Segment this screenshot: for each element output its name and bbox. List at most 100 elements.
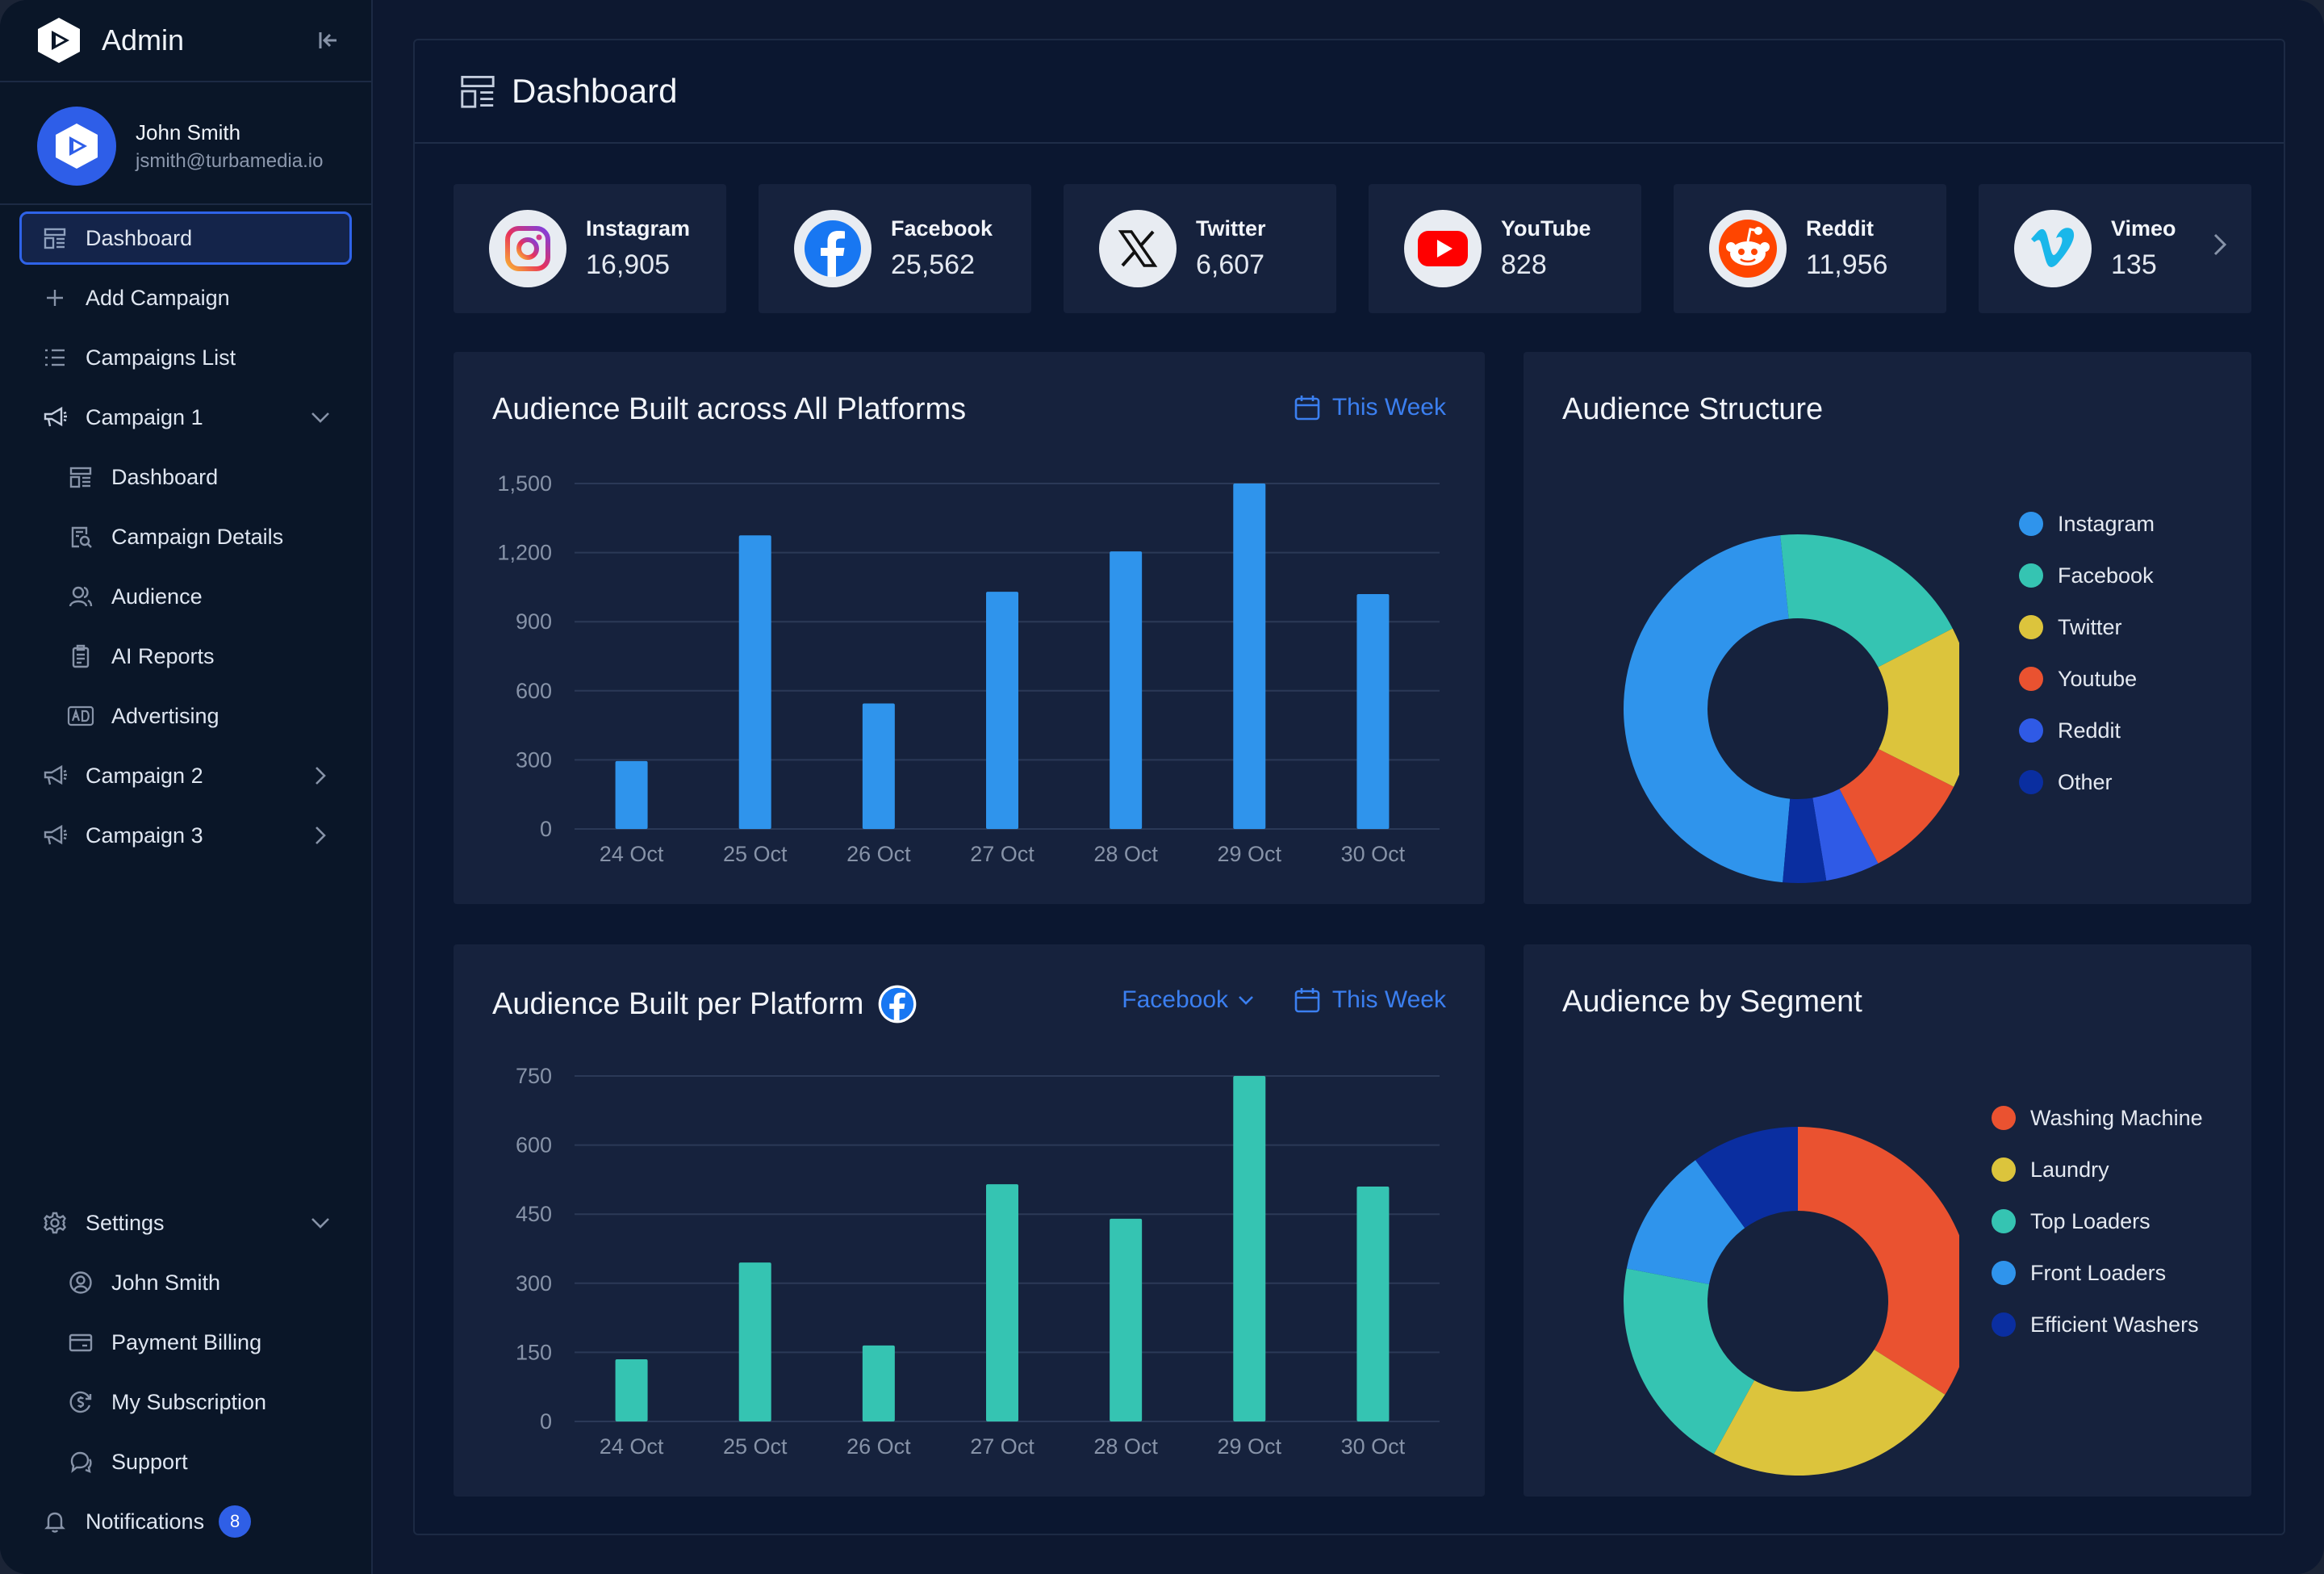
stat-value: 828	[1501, 249, 1547, 280]
this-week-filter[interactable]: This Week	[1294, 986, 1446, 1014]
credit-card-icon	[65, 1326, 97, 1358]
bar[interactable]	[738, 1262, 771, 1421]
brand-name: Admin	[102, 23, 185, 57]
user-email: jsmith@turbamedia.io	[136, 149, 324, 172]
sidebar-item-notifications[interactable]: Notifications 8	[19, 1495, 352, 1548]
sidebar-item-audience[interactable]: Audience	[19, 570, 352, 623]
legend-item: Top Loaders	[1992, 1209, 2203, 1233]
chevron-right-icon[interactable]	[2213, 232, 2227, 264]
main-panel: Dashboard Instagram 16,905 Fac	[413, 39, 2285, 1535]
legend-item: Washing Machine	[1992, 1106, 2203, 1130]
bar[interactable]	[1233, 1076, 1266, 1421]
legend-label: Laundry	[2030, 1157, 2109, 1182]
subscription-icon	[65, 1386, 97, 1418]
stat-card-instagram[interactable]: Instagram 16,905	[454, 184, 726, 313]
legend-label: Top Loaders	[2030, 1208, 2151, 1233]
legend-item: Instagram	[2019, 512, 2155, 536]
user-profile[interactable]: John Smith jsmith@turbamedia.io	[37, 107, 323, 186]
donut-slice[interactable]	[1626, 1160, 1745, 1285]
y-tick-label: 900	[516, 609, 552, 634]
donut-slice[interactable]	[1624, 1268, 1755, 1455]
bar[interactable]	[862, 1345, 895, 1421]
legend-swatch	[2019, 512, 2043, 536]
x-tick-label: 26 Oct	[846, 842, 911, 866]
donut-chart-audience-segment	[1624, 1127, 1959, 1476]
stat-card-vimeo[interactable]: Vimeo 135	[1979, 184, 2251, 313]
legend-audience-structure: Instagram Facebook Twitter Youtube Reddi…	[2019, 512, 2155, 794]
clipboard-icon	[65, 640, 97, 672]
bar[interactable]	[986, 592, 1018, 829]
plus-icon	[39, 282, 71, 314]
collapse-sidebar-icon[interactable]	[311, 24, 344, 57]
sidebar-item-campaigns-list[interactable]: Campaigns List	[19, 331, 352, 384]
youtube-icon	[1404, 210, 1482, 287]
sidebar-item-label: My Subscription	[111, 1389, 267, 1414]
bar[interactable]	[986, 1184, 1018, 1421]
user-circle-icon	[65, 1266, 97, 1299]
donut-slice[interactable]	[1695, 1127, 1798, 1229]
stat-card-reddit[interactable]: Reddit 11,956	[1674, 184, 1946, 313]
document-search-icon	[65, 521, 97, 553]
sidebar-item-campaign-3[interactable]: Campaign 3	[19, 809, 352, 862]
sidebar-item-settings[interactable]: Settings	[19, 1196, 352, 1250]
sidebar-item-ai-reports[interactable]: AI Reports	[19, 630, 352, 683]
brand[interactable]: Admin	[36, 15, 184, 66]
bar[interactable]	[862, 703, 895, 829]
stat-card-youtube[interactable]: YouTube 828	[1369, 184, 1641, 313]
bar[interactable]	[738, 535, 771, 829]
sidebar-item-campaign-1[interactable]: Campaign 1	[19, 391, 352, 444]
legend-label: Other	[2058, 769, 2113, 794]
stat-name: Facebook	[891, 216, 993, 241]
chat-icon	[65, 1446, 97, 1478]
bar[interactable]	[1233, 484, 1266, 829]
donut-slice[interactable]	[1624, 535, 1791, 883]
sidebar-item-label: Audience	[111, 584, 203, 609]
sidebar-item-support[interactable]: Support	[19, 1435, 352, 1488]
chevron-right-icon[interactable]	[308, 823, 332, 848]
instagram-icon	[489, 210, 566, 287]
sidebar-item-label: Support	[111, 1449, 188, 1474]
donut-slice[interactable]	[1878, 628, 1959, 787]
sidebar-item-add-campaign[interactable]: Add Campaign	[19, 271, 352, 324]
sidebar-item-dashboard[interactable]: Dashboard	[19, 211, 352, 265]
sidebar-item-campaign-2[interactable]: Campaign 2	[19, 749, 352, 802]
donut-slice[interactable]	[1713, 1350, 1946, 1476]
bar[interactable]	[1110, 551, 1143, 829]
bar[interactable]	[615, 1358, 648, 1421]
chevron-down-icon[interactable]	[308, 1211, 332, 1235]
card-audience-structure: Audience Structure Instagram Facebook Tw…	[1524, 352, 2251, 904]
chevron-right-icon[interactable]	[308, 764, 332, 788]
chevron-down-icon[interactable]	[308, 405, 332, 429]
sidebar-item-my-subscription[interactable]: My Subscription	[19, 1375, 352, 1429]
sidebar-item-label: Campaign 3	[86, 823, 203, 848]
user-name: John Smith	[136, 119, 241, 144]
sidebar-item-payment-billing[interactable]: Payment Billing	[19, 1316, 352, 1369]
sidebar-item-profile[interactable]: John Smith	[19, 1256, 352, 1309]
legend-label: Instagram	[2058, 511, 2155, 536]
donut-slice[interactable]	[1839, 749, 1954, 864]
stat-card-facebook[interactable]: Facebook 25,562	[759, 184, 1031, 313]
bar[interactable]	[1356, 1186, 1390, 1421]
legend-swatch	[2019, 770, 2043, 794]
x-tick-label: 30 Oct	[1341, 1434, 1406, 1459]
bar[interactable]	[1356, 593, 1390, 829]
stat-card-twitter[interactable]: Twitter 6,607	[1064, 184, 1336, 313]
donut-slice[interactable]	[1780, 534, 1953, 668]
ad-icon	[65, 700, 97, 732]
bar[interactable]	[615, 760, 648, 829]
platform-select[interactable]: Facebook	[1122, 986, 1254, 1014]
users-icon	[65, 580, 97, 613]
bar[interactable]	[1110, 1218, 1143, 1421]
list-icon	[39, 341, 71, 374]
sidebar-item-label: Campaign Details	[111, 524, 284, 549]
donut-slice[interactable]	[1812, 789, 1879, 881]
this-week-filter[interactable]: This Week	[1294, 394, 1446, 421]
sidebar-item-label: Campaigns List	[86, 345, 236, 370]
sidebar: Admin John Smith jsmith@turbamedia.io Da…	[0, 0, 373, 1574]
donut-slice[interactable]	[1798, 1127, 1959, 1395]
sidebar-item-advertising[interactable]: Advertising	[19, 689, 352, 743]
sidebar-item-campaign-dashboard[interactable]: Dashboard	[19, 450, 352, 504]
donut-slice[interactable]	[1783, 797, 1827, 883]
sidebar-item-campaign-details[interactable]: Campaign Details	[19, 510, 352, 563]
legend-item: Efficient Washers	[1992, 1312, 2203, 1337]
